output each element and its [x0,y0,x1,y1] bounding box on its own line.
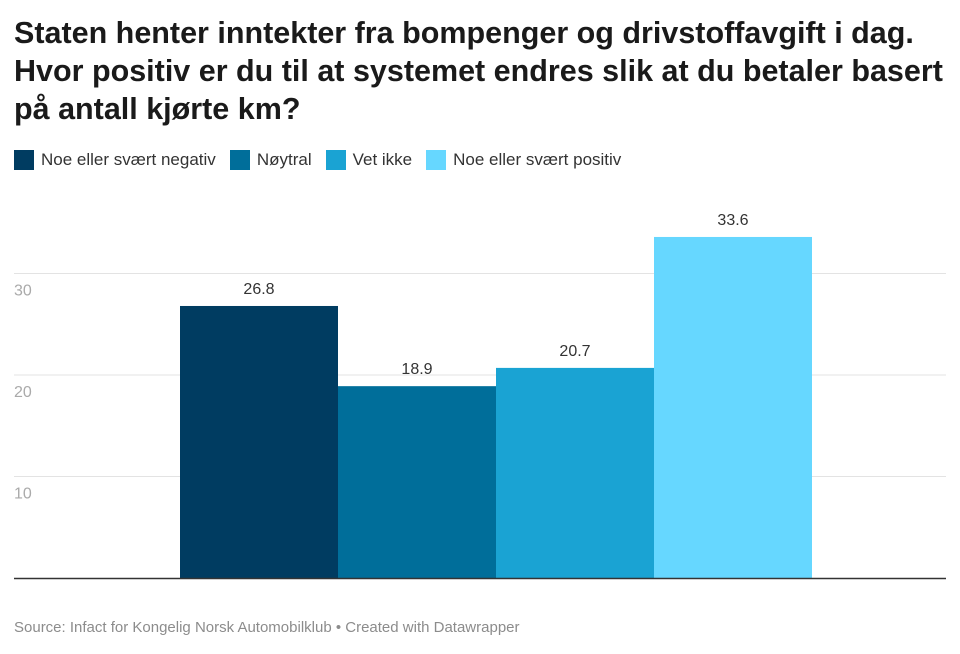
legend-item-positive: Noe eller svært positiv [426,150,621,170]
chart-title: Staten henter inntekter fra bompenger og… [14,16,943,126]
legend-swatch [229,150,250,170]
legend-swatch [426,150,447,170]
legend: Noe eller svært negativ Nøytral Vet ikke… [14,148,635,172]
y-tick-label: 30 [14,283,32,300]
bar-value-label: 33.6 [717,212,748,229]
y-tick-label: 10 [14,486,32,503]
legend-item-dont-know: Vet ikke [325,150,413,170]
y-tick-label: 20 [14,384,32,401]
legend-label: Noe eller svært positiv [453,150,622,169]
legend-item-neutral: Nøytral [229,150,312,170]
bar-value-label: 26.8 [243,281,274,298]
bar-value-label: 20.7 [559,343,590,360]
legend-swatch [14,150,34,170]
legend-label: Vet ikke [352,150,413,169]
bar [338,386,496,578]
bar-value-label: 18.9 [401,361,432,378]
source-note: Source: Infact for Kongelig Norsk Automo… [14,619,520,636]
bar [180,305,338,578]
legend-swatch [325,150,346,170]
bar [496,367,654,578]
legend-label: Nøytral [256,150,312,169]
legend-item-negative: Noe eller svært negativ [14,150,216,170]
legend-label: Noe eller svært negativ [41,150,216,169]
bar [654,236,812,578]
